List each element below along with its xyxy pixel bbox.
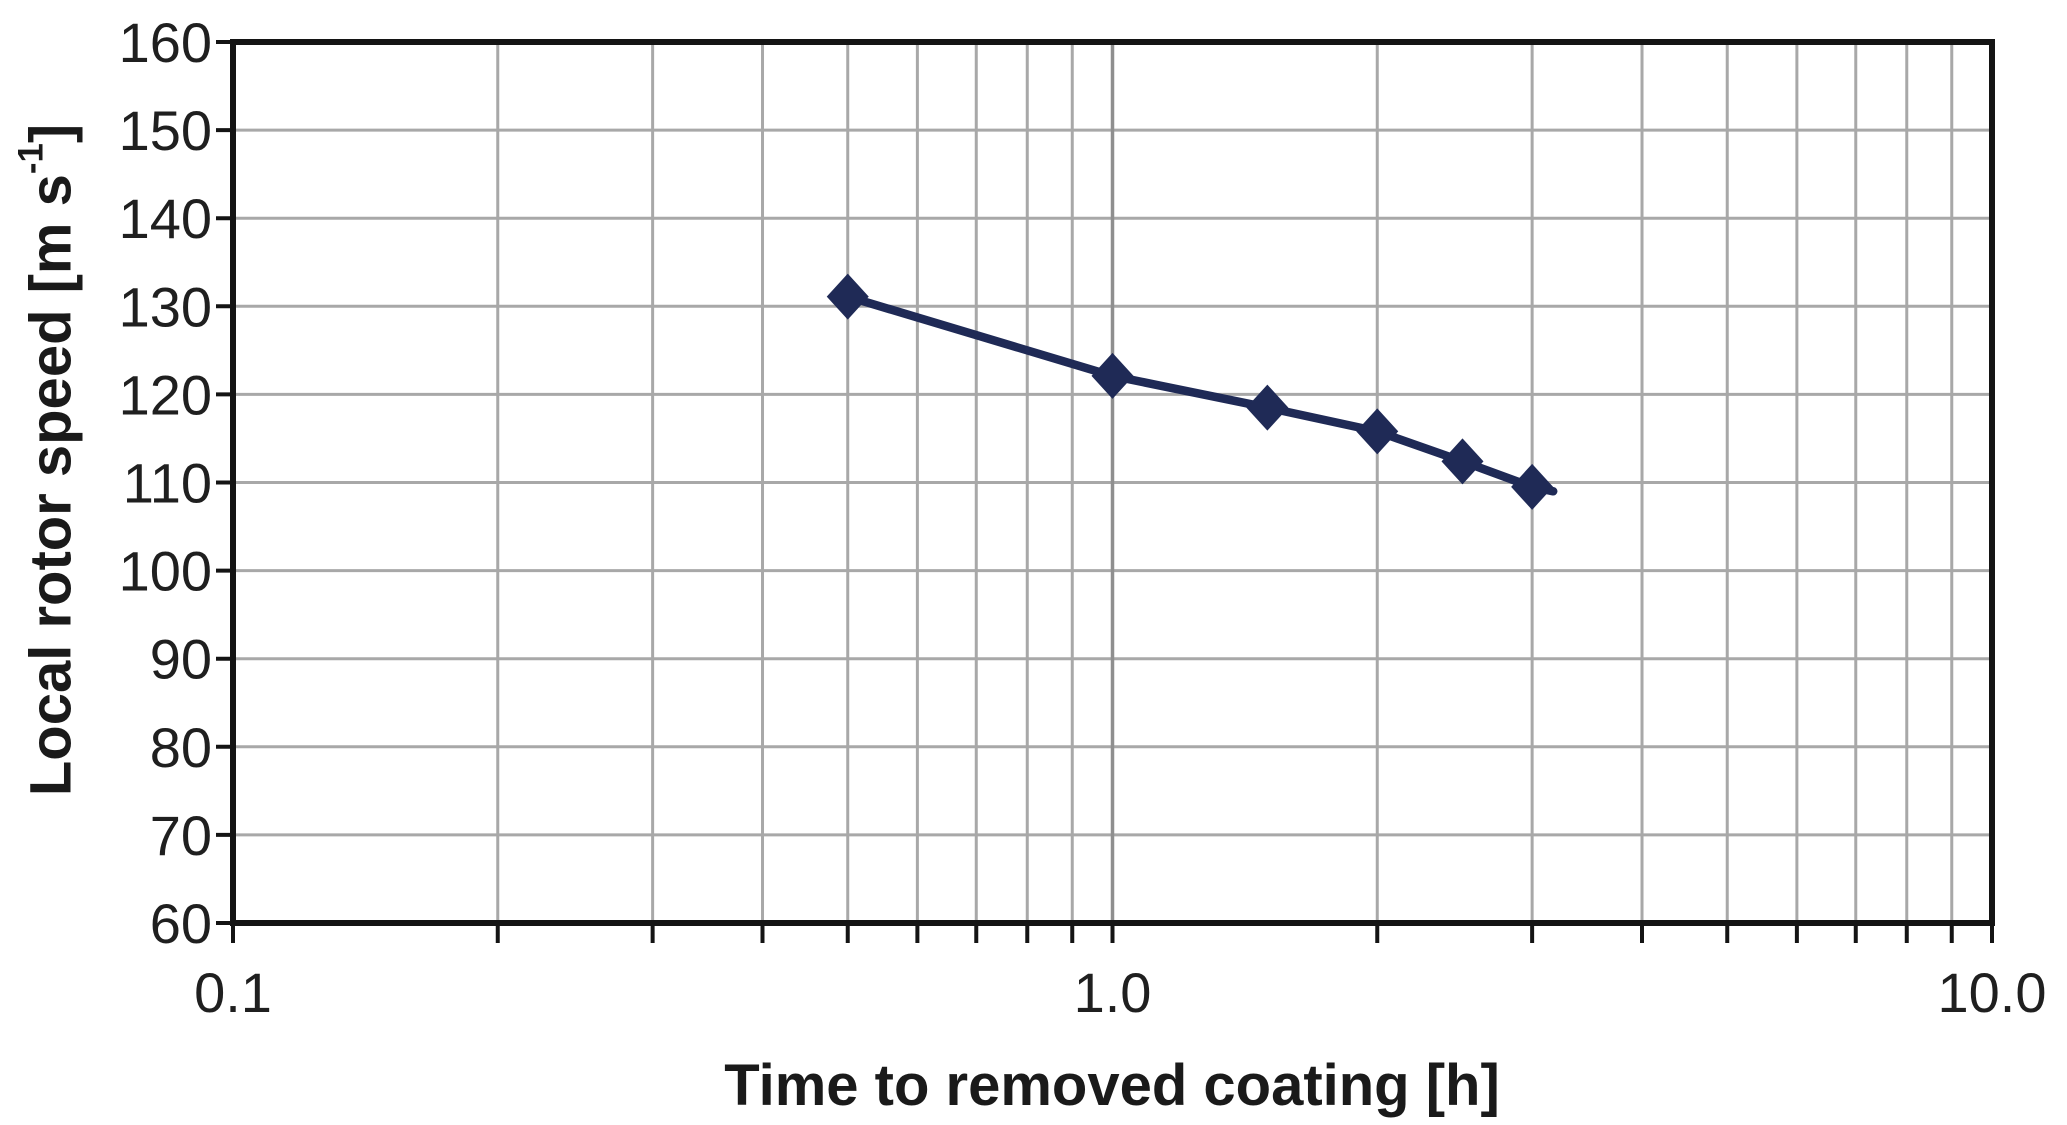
x-axis-tick-label: 1.0 (1074, 961, 1152, 1024)
y-axis-tick-label: 150 (119, 99, 212, 162)
data-point-marker (1511, 463, 1554, 510)
data-point-marker (1356, 408, 1399, 455)
y-axis-tick-label: 60 (150, 892, 212, 955)
data-point-marker (1246, 384, 1289, 431)
y-axis-tick-label: 100 (119, 540, 212, 603)
y-axis-tick-label: 120 (119, 363, 212, 426)
data-point-marker (826, 273, 869, 320)
y-axis-tick-label: 160 (119, 11, 212, 74)
y-axis-title-text: Local rotor speed [m s (18, 174, 84, 797)
y-axis-title-bracket: ] (18, 123, 84, 144)
y-axis-tick-label: 130 (119, 275, 212, 338)
x-axis-tick-label: 0.1 (194, 961, 272, 1024)
x-axis-tick-label: 10.0 (1938, 961, 2047, 1024)
x-axis-title: Time to removed coating [h] (724, 1053, 1500, 1118)
y-axis-tick-label: 70 (150, 804, 212, 867)
y-axis-title-superscript: -1 (11, 143, 51, 175)
y-axis-tick-label: 140 (119, 187, 212, 250)
y-axis-tick-label: 80 (150, 716, 212, 779)
data-point-marker (1441, 438, 1484, 485)
y-axis-tick-label: 110 (123, 452, 212, 515)
y-axis-tick-label: 90 (150, 628, 212, 691)
data-point-marker (1091, 352, 1134, 399)
y-axis-title: Local rotor speed [m s-1] (12, 123, 85, 797)
